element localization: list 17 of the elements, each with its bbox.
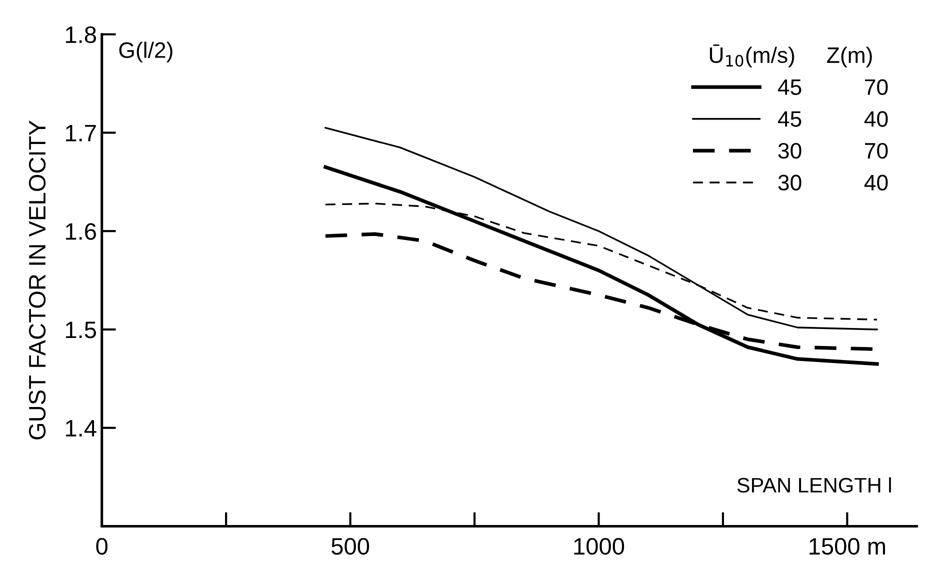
legend-label: 30 40	[778, 174, 888, 191]
x-tick-label: 1000	[574, 538, 624, 555]
legend-label: 45 70	[778, 79, 888, 96]
y-tick-label: 1.7	[66, 125, 96, 142]
y-tick-label: 1.4	[66, 420, 96, 436]
chart-title: G(l/2)	[119, 42, 172, 62]
y-axis-title: GUST FACTOR IN VELOCITY	[28, 120, 46, 440]
x-tick-label: 1500 m	[810, 538, 885, 555]
y-tick-label: 1.8	[66, 26, 96, 44]
legend-label: 45 40	[778, 111, 888, 127]
legend-title: Ū$_{10}$(m/s) Z(m)	[710, 44, 872, 68]
x-axis-title: SPAN LENGTH l	[737, 477, 891, 493]
y-tick-label: 1.6	[66, 223, 96, 240]
legend-label: 30 70	[778, 142, 888, 159]
x-tick-label: 500	[332, 538, 370, 555]
x-tick-label: 0	[96, 538, 108, 555]
y-tick-label: 1.5	[66, 322, 96, 338]
